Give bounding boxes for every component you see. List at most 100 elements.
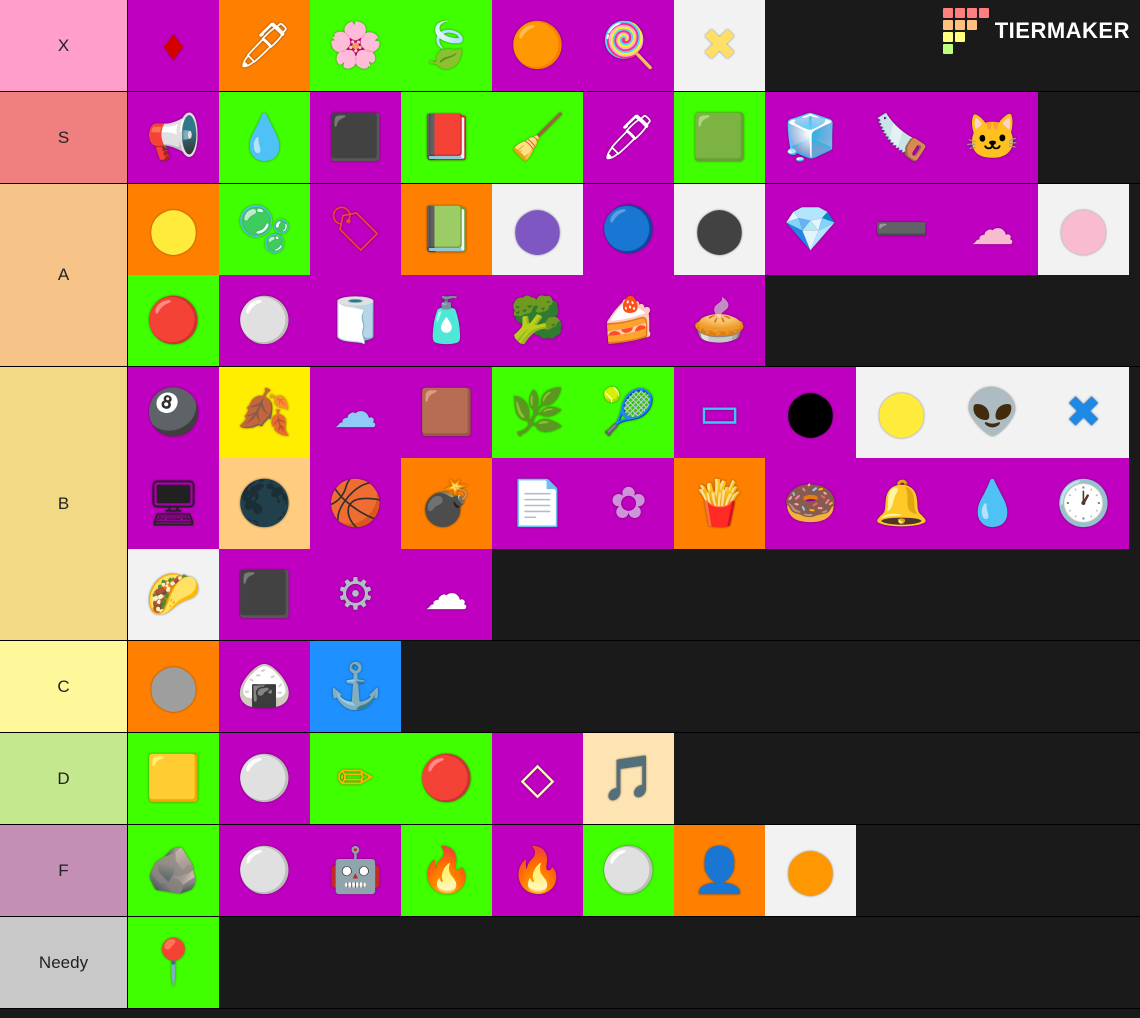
- tier-item[interactable]: 🎵: [583, 733, 674, 824]
- tier-item[interactable]: 🎱: [128, 367, 219, 458]
- tier-item[interactable]: 🤖: [310, 825, 401, 916]
- tier-item[interactable]: 🏷: [310, 184, 401, 275]
- tier-label[interactable]: C: [0, 641, 128, 732]
- tier-item[interactable]: ⚪: [219, 733, 310, 824]
- tier-item[interactable]: 📕: [401, 92, 492, 183]
- tier-item[interactable]: 🍰: [583, 275, 674, 366]
- tier-item[interactable]: 💧: [219, 92, 310, 183]
- tier-item[interactable]: ✖: [674, 0, 765, 91]
- tier-item[interactable]: 💧: [947, 458, 1038, 549]
- tier-item[interactable]: ☁: [310, 367, 401, 458]
- tier-item[interactable]: 🧻: [310, 275, 401, 366]
- tier-item[interactable]: 🖊: [583, 92, 674, 183]
- tier-label[interactable]: B: [0, 367, 128, 640]
- character-icon: 🍂: [237, 391, 292, 435]
- tier-item[interactable]: 🧹: [492, 92, 583, 183]
- tier-label[interactable]: X: [0, 0, 128, 91]
- tier-label-text: X: [58, 36, 69, 56]
- tier-item[interactable]: ⬤: [674, 184, 765, 275]
- tier-item[interactable]: 📗: [401, 184, 492, 275]
- tier-item[interactable]: 📢: [128, 92, 219, 183]
- tier-item[interactable]: 👤: [674, 825, 765, 916]
- tier-item[interactable]: 🟩: [674, 92, 765, 183]
- tier-item[interactable]: ⚪: [583, 825, 674, 916]
- tier-item[interactable]: 🧊: [765, 92, 856, 183]
- tier-item[interactable]: 🐱: [947, 92, 1038, 183]
- tier-item[interactable]: ⬤: [765, 825, 856, 916]
- tier-item[interactable]: 🔴: [128, 275, 219, 366]
- tier-item[interactable]: 🟨: [128, 733, 219, 824]
- tier-item[interactable]: ⬤: [765, 367, 856, 458]
- tier-item[interactable]: ⬛: [310, 92, 401, 183]
- tier-item[interactable]: 🖊: [219, 0, 310, 91]
- tier-item[interactable]: ⬤: [1038, 184, 1129, 275]
- character-icon: 🧹: [510, 116, 565, 160]
- tier-item[interactable]: ▭: [674, 367, 765, 458]
- tier-item[interactable]: 🌸: [310, 0, 401, 91]
- tier-item[interactable]: ◇: [492, 733, 583, 824]
- tier-item[interactable]: 🍂: [219, 367, 310, 458]
- character-icon: 🖊: [601, 116, 657, 160]
- tier-item[interactable]: 🟠: [492, 0, 583, 91]
- tier-item[interactable]: ✏: [310, 733, 401, 824]
- tier-item[interactable]: ⚪: [219, 825, 310, 916]
- tier-item[interactable]: ⬤: [128, 184, 219, 275]
- tier-item[interactable]: ⚓: [310, 641, 401, 732]
- tier-item[interactable]: 🌿: [492, 367, 583, 458]
- tier-item[interactable]: 🪚: [856, 92, 947, 183]
- character-icon: 🍭: [601, 24, 656, 68]
- tier-item[interactable]: 🥦: [492, 275, 583, 366]
- tier-item[interactable]: 💣: [401, 458, 492, 549]
- tier-item[interactable]: ⬤: [492, 184, 583, 275]
- tier-item[interactable]: ☁: [947, 184, 1038, 275]
- tier-item[interactable]: 🔴: [401, 733, 492, 824]
- tier-item[interactable]: ⬤: [128, 641, 219, 732]
- tier-item[interactable]: 🥧: [674, 275, 765, 366]
- tier-item[interactable]: ⚪: [219, 275, 310, 366]
- tier-label[interactable]: Needy: [0, 917, 128, 1008]
- tier-item[interactable]: ☁: [401, 549, 492, 640]
- tier-item[interactable]: 🌮: [128, 549, 219, 640]
- character-icon: ✏: [337, 757, 374, 801]
- character-icon: ➖: [874, 208, 929, 252]
- character-icon: ♦: [162, 24, 184, 68]
- tier-item[interactable]: 🔔: [856, 458, 947, 549]
- tier-item[interactable]: ⬛: [219, 549, 310, 640]
- tier-item[interactable]: 🧴: [401, 275, 492, 366]
- tier-item[interactable]: ⚙: [310, 549, 401, 640]
- tier-item[interactable]: 🖥: [128, 458, 219, 549]
- tier-item[interactable]: 🔵: [583, 184, 674, 275]
- tier-item[interactable]: ♦: [128, 0, 219, 91]
- character-icon: 🐱: [965, 116, 1020, 160]
- tier-item[interactable]: 🍩: [765, 458, 856, 549]
- tier-item[interactable]: 💎: [765, 184, 856, 275]
- tier-item[interactable]: 👽: [947, 367, 1038, 458]
- character-icon: 🍰: [601, 299, 656, 343]
- tier-item[interactable]: ✖: [1038, 367, 1129, 458]
- tier-item[interactable]: 🔥: [492, 825, 583, 916]
- tier-item[interactable]: 🍭: [583, 0, 674, 91]
- tier-item[interactable]: 🫧: [219, 184, 310, 275]
- tier-label-text: A: [58, 265, 69, 285]
- tier-label[interactable]: A: [0, 184, 128, 366]
- tier-label[interactable]: F: [0, 825, 128, 916]
- tier-item[interactable]: 🍙: [219, 641, 310, 732]
- tier-item[interactable]: 🍃: [401, 0, 492, 91]
- tier-item[interactable]: 🟫: [401, 367, 492, 458]
- tier-item[interactable]: 📄: [492, 458, 583, 549]
- tier-item[interactable]: ✿: [583, 458, 674, 549]
- tier-item[interactable]: 📍: [128, 917, 219, 1008]
- tier-item[interactable]: 🏀: [310, 458, 401, 549]
- tier-label-text: F: [58, 861, 68, 881]
- tier-label[interactable]: D: [0, 733, 128, 824]
- tier-item[interactable]: 🌑: [219, 458, 310, 549]
- tier-label[interactable]: S: [0, 92, 128, 183]
- tier-item[interactable]: ⬤: [856, 367, 947, 458]
- tier-item[interactable]: 🕐: [1038, 458, 1129, 549]
- tier-item[interactable]: ➖: [856, 184, 947, 275]
- tier-item[interactable]: 🎾: [583, 367, 674, 458]
- tier-item[interactable]: 🍟: [674, 458, 765, 549]
- tier-item[interactable]: 🪨: [128, 825, 219, 916]
- tier-label-text: D: [57, 769, 69, 789]
- tier-item[interactable]: 🔥: [401, 825, 492, 916]
